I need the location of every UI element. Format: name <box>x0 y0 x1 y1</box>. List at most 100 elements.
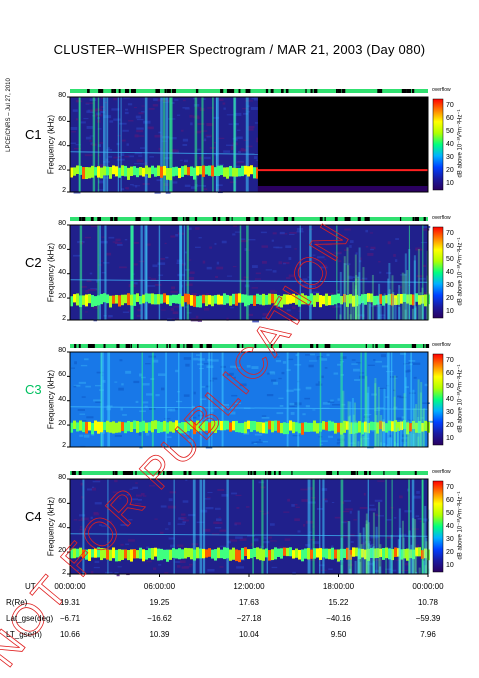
status-mark <box>182 217 185 221</box>
band-cell <box>424 420 427 431</box>
status-mark <box>122 471 128 475</box>
band-cell <box>229 295 232 306</box>
texture-cell <box>136 494 142 497</box>
colorbar-tick-label: 10 <box>446 179 454 187</box>
band-cell <box>181 296 184 307</box>
burst-line <box>97 97 100 192</box>
texture-cell <box>325 243 332 246</box>
texture-cell <box>167 408 172 412</box>
texture-cell <box>301 284 309 288</box>
status-mark <box>253 471 256 475</box>
texture-cell <box>94 502 102 505</box>
fan-stroke <box>389 437 392 447</box>
fan-stroke <box>393 396 396 447</box>
band-cell <box>355 294 358 307</box>
fan-stroke <box>391 275 394 320</box>
band-cell <box>247 166 250 177</box>
ephemeris-value: 19.25 <box>149 598 170 607</box>
band-cell <box>190 295 193 306</box>
fan-stroke <box>387 278 390 320</box>
band-cell <box>157 294 160 305</box>
texture-cell <box>401 569 409 572</box>
band-cell <box>418 547 421 557</box>
colorbar-title: overflow <box>432 342 451 348</box>
texture-cell <box>95 479 101 481</box>
band-cell <box>163 420 166 432</box>
band-cell <box>346 295 349 307</box>
band-cell <box>103 293 106 303</box>
burst-line <box>226 479 229 574</box>
band-cell <box>334 294 337 305</box>
band-cell <box>193 422 196 435</box>
texture-cell <box>199 156 204 160</box>
fan-stroke <box>414 307 417 320</box>
fan-stroke <box>372 561 375 574</box>
texture-cell <box>195 315 199 319</box>
y-tick-label: 2 <box>62 442 66 449</box>
texture-cell <box>180 516 187 519</box>
band-cell <box>271 549 274 561</box>
texture-cell <box>316 355 323 358</box>
colorbar-tick-label: 30 <box>446 408 454 416</box>
texture-cell <box>361 277 368 280</box>
band-cell <box>211 295 214 307</box>
texture-cell <box>253 442 258 445</box>
texture-cell <box>207 568 215 572</box>
burst-line <box>141 352 143 447</box>
texture-cell <box>138 112 144 115</box>
texture-cell <box>122 414 127 416</box>
texture-cell <box>136 118 144 121</box>
band-cell <box>394 295 397 305</box>
band-cell <box>406 548 409 561</box>
band-cell <box>325 293 328 306</box>
texture-cell <box>233 376 237 379</box>
texture-cell <box>135 115 141 119</box>
band-cell <box>331 547 334 560</box>
status-mark <box>78 344 81 348</box>
band-cell <box>370 548 373 559</box>
texture-cell <box>95 280 99 283</box>
band-cell <box>208 422 211 433</box>
band-cell <box>406 422 409 435</box>
texture-cell <box>319 443 323 445</box>
texture-cell <box>74 361 78 365</box>
texture-cell <box>182 107 190 109</box>
texture-cell <box>188 259 192 261</box>
band-cell <box>160 421 163 433</box>
texture-cell <box>359 257 362 261</box>
texture-cell <box>416 275 424 278</box>
status-mark <box>156 344 158 348</box>
band-cell <box>112 295 115 304</box>
burst-line <box>297 352 300 447</box>
fan-stroke <box>419 392 422 447</box>
texture-cell <box>73 384 81 387</box>
band-cell <box>79 295 82 308</box>
texture-cell <box>194 107 202 109</box>
band-cell <box>262 293 265 306</box>
texture-cell <box>97 189 105 191</box>
fan-stroke <box>354 254 357 320</box>
band-cell <box>322 295 325 305</box>
band-cell <box>202 165 205 177</box>
texture-cell <box>396 417 402 421</box>
texture-cell <box>113 175 116 178</box>
status-mark <box>169 344 171 348</box>
status-mark <box>412 344 417 348</box>
texture-cell <box>231 394 238 397</box>
band-cell <box>220 549 223 559</box>
fan-stroke <box>343 256 346 320</box>
texture-cell <box>387 241 391 245</box>
texture-cell <box>309 360 317 362</box>
texture-cell <box>219 545 227 547</box>
status-mark <box>176 344 180 348</box>
band-cell <box>103 422 106 431</box>
colorbar-title: overflow <box>432 215 451 221</box>
burst-line <box>104 225 107 320</box>
fan-stroke <box>374 383 377 447</box>
band-cell <box>205 549 208 558</box>
texture-cell <box>248 313 254 317</box>
band-cell <box>346 547 349 560</box>
texture-cell <box>135 482 138 484</box>
band-cell <box>157 421 160 433</box>
texture-cell <box>323 258 327 261</box>
